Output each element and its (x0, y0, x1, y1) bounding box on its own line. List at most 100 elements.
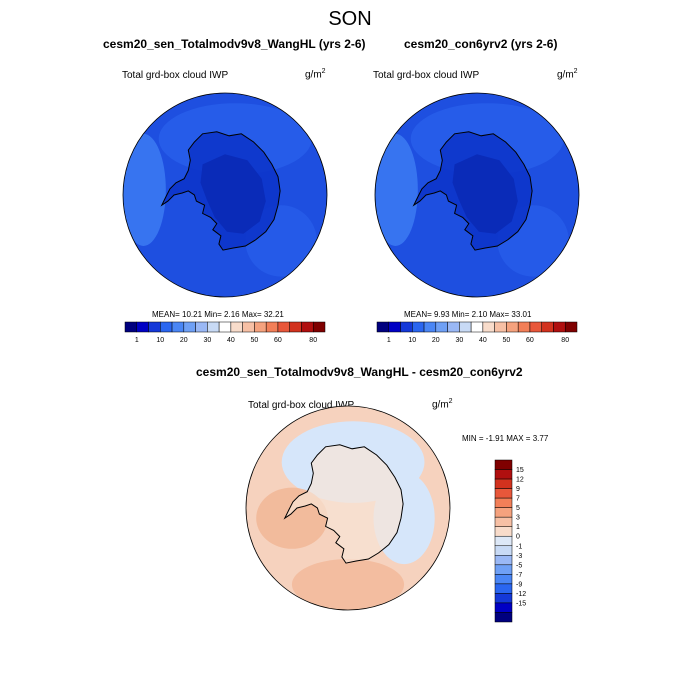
colorbar-swatch (494, 555, 513, 566)
colorbar-tick-label: 30 (204, 337, 212, 344)
colorbar-tick-label: 40 (227, 337, 235, 344)
ocean-patch (123, 133, 166, 246)
panel-1-units: g/m2 (305, 68, 326, 81)
colorbar-swatch (171, 321, 185, 333)
colorbar-swatch (447, 321, 460, 333)
colorbar-tick-label: -3 (516, 553, 522, 560)
colorbar-swatch (289, 321, 302, 333)
colorbar-swatch (517, 321, 531, 333)
colorbar-swatch (423, 321, 437, 333)
colorbar-swatch (277, 321, 290, 333)
colorbar-swatch (482, 321, 495, 333)
colorbar-tick-label: 60 (526, 337, 534, 344)
colorbar-swatch (494, 535, 513, 547)
colorbar-swatch (470, 321, 484, 333)
panel-1-stats: MEAN= 10.21 Min= 2.16 Max= 32.21 (152, 310, 284, 319)
colorbar-swatch (218, 321, 232, 333)
colorbar-swatch (553, 321, 566, 333)
colorbar-tick-label: -1 (516, 543, 522, 550)
colorbar-swatch (494, 459, 513, 470)
colorbar-swatch (242, 321, 255, 333)
colorbar-swatch (195, 321, 208, 333)
colorbar-tick-label: 0 (516, 534, 520, 541)
colorbar-1: 1 10 20 30 40 50 60 80 (124, 321, 326, 344)
colorbar-swatch (494, 602, 513, 613)
colorbar-tick-label: 12 (516, 477, 524, 484)
colorbar-tick-label: -5 (516, 562, 522, 569)
colorbar-tick-label: 50 (503, 337, 511, 344)
colorbar-tick-label: 3 (516, 515, 520, 522)
colorbar-tick-label: 50 (251, 337, 259, 344)
colorbar-2: 1 10 20 30 40 50 60 80 (376, 321, 578, 344)
colorbar-swatch (541, 321, 554, 333)
diff-orange-patch (291, 559, 405, 610)
diff-panel-units: g/m2 (432, 398, 453, 411)
colorbar-swatch (494, 497, 513, 508)
colorbar-tick-label: 1 (135, 337, 139, 344)
colorbar-swatch (459, 321, 472, 333)
colorbar-tick-label: -15 (516, 600, 526, 607)
panel-2-field-label: Total grd-box cloud IWP (373, 70, 480, 81)
colorbar-tick-label: -9 (516, 581, 522, 588)
colorbar-tick-label: 9 (516, 486, 520, 493)
colorbar-swatch (412, 321, 425, 333)
colorbar-tick-label: 5 (516, 505, 520, 512)
panel-1-title: cesm20_sen_Totalmodv9v8_WangHL (yrs 2-6) (103, 37, 366, 51)
map-boundary (245, 405, 451, 611)
colorbar-swatch (136, 321, 149, 333)
colorbar-tick-label: 20 (432, 337, 440, 344)
colorbar-swatch (265, 321, 279, 333)
colorbar-tick-label: 60 (274, 337, 282, 344)
colorbar-swatch (388, 321, 401, 333)
diff-interior-fill (284, 444, 404, 564)
colorbar-swatch (400, 321, 413, 333)
panel-2-stats: MEAN= 9.93 Min= 2.10 Max= 33.01 (404, 310, 532, 319)
colorbar-tick-label: 7 (516, 496, 520, 503)
colorbar-swatch (529, 321, 542, 333)
colorbar-diff: 15 12 9 7 5 3 1 0 -1 -3 -5 -7 -9 -12 -15 (494, 459, 526, 623)
map-boundary (374, 92, 580, 298)
panel-2-units: g/m2 (557, 68, 578, 81)
colorbar-swatch (148, 321, 161, 333)
plateau-fill (200, 154, 266, 234)
colorbar-swatch (183, 321, 196, 333)
colorbar-swatch (124, 321, 138, 333)
diff-panel-title: cesm20_sen_Totalmodv9v8_WangHL - cesm20_… (196, 365, 523, 379)
colorbar-tick-label: 1 (387, 337, 391, 344)
diff-panel-field-label: Total grd-box cloud IWP (248, 400, 355, 411)
plateau-fill (452, 154, 518, 234)
map-panel-1 (122, 92, 328, 298)
colorbar-swatch (506, 321, 519, 333)
colorbar-tick-label: 1 (516, 524, 520, 531)
colorbar-swatch (494, 516, 513, 527)
colorbar-swatch (494, 593, 513, 604)
colorbar-swatch (254, 321, 267, 333)
colorbar-swatch (494, 478, 513, 489)
colorbar-swatch (301, 321, 314, 333)
colorbar-tick-label: 40 (479, 337, 487, 344)
colorbar-swatch (494, 526, 513, 537)
colorbar-swatch (494, 507, 513, 518)
colorbar-swatch (160, 321, 173, 333)
antarctica-coastline (283, 444, 404, 564)
colorbar-swatch (494, 564, 513, 575)
colorbar-tick-label: 30 (456, 337, 464, 344)
colorbar-swatch (494, 574, 513, 585)
antarctica-coastline (160, 131, 281, 251)
map-panel-2 (374, 92, 580, 298)
colorbar-swatch (494, 583, 513, 594)
figure-title: SON (328, 8, 372, 30)
colorbar-swatch (230, 321, 243, 333)
panel-1-field-label: Total grd-box cloud IWP (122, 70, 229, 81)
colorbar-tick-label: -7 (516, 572, 522, 579)
colorbar-swatch (494, 488, 513, 499)
colorbar-tick-label: 10 (156, 337, 164, 344)
colorbar-swatch (494, 469, 513, 480)
colorbar-tick-label: -12 (516, 591, 526, 598)
colorbar-tick-label: 80 (309, 337, 317, 344)
ocean-patch (375, 133, 418, 246)
map-panel-3 (245, 405, 451, 611)
panel-2-title: cesm20_con6yrv2 (yrs 2-6) (404, 37, 558, 51)
colorbar-swatch (494, 321, 507, 333)
